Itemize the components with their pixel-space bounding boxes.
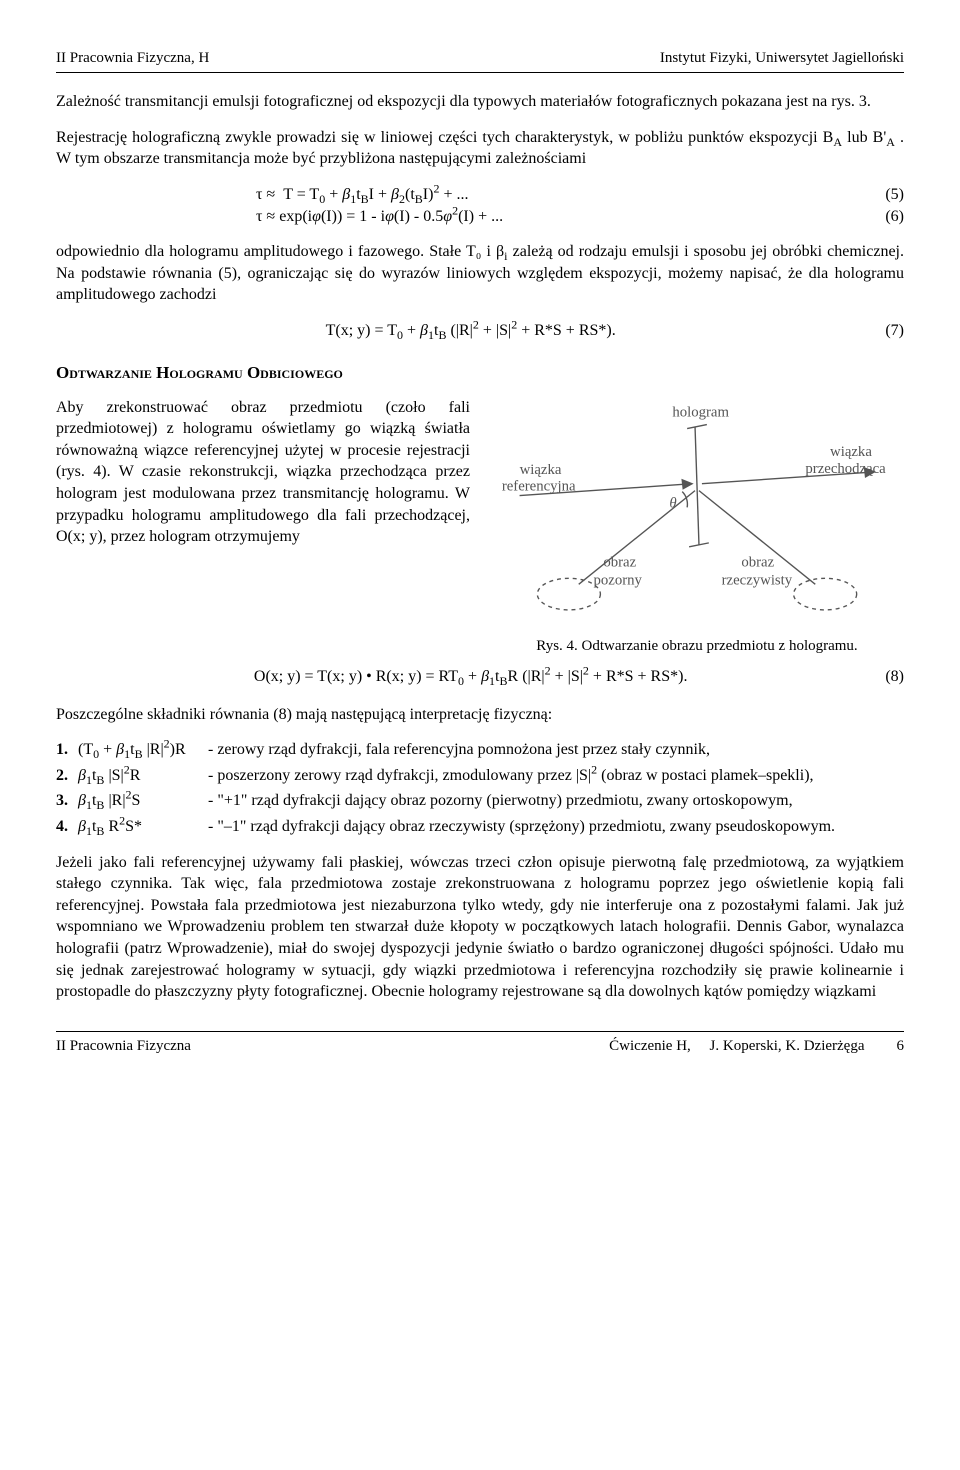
- equation-8-row: O(x; y) = T(x; y) • R(x; y) = RT0 + β1tB…: [56, 666, 904, 688]
- svg-text:hologram: hologram: [672, 404, 729, 420]
- footer-page-number: 6: [897, 1036, 905, 1056]
- interp-row-1: 1. (T0 + β1tB |R|2)R - zerowy rząd dyfra…: [56, 739, 904, 761]
- svg-text:wiązka: wiązka: [520, 461, 562, 477]
- svg-text:przechodząca: przechodząca: [805, 460, 886, 476]
- paragraph-5: Poszczególne składniki równania (8) mają…: [56, 704, 904, 726]
- page-header: II Pracownia Fizyczna, H Instytut Fizyki…: [56, 48, 904, 68]
- figure-4-caption: Rys. 4. Odtwarzanie obrazu przedmiotu z …: [490, 636, 904, 656]
- header-right: Instytut Fizyki, Uniwersytet Jagiellońsk…: [660, 48, 904, 68]
- equations-5-6: τ ≈ T = T0 + β1tBI + β2(tBI)2 + ... (5) …: [56, 184, 904, 227]
- header-left: II Pracownia Fizyczna, H: [56, 48, 209, 68]
- equation-6: τ ≈ exp(iφ(I)) = 1 - iφ(I) - 0.5φ2(I) + …: [56, 206, 503, 228]
- paragraph-6: Jeżeli jako fali referencyjnej używamy f…: [56, 852, 904, 1003]
- interp-row-2: 2. β1tB |S|2R - poszerzony zerowy rząd d…: [56, 765, 904, 787]
- equation-8-number: (8): [885, 666, 904, 688]
- svg-text:pozorny: pozorny: [594, 572, 643, 588]
- paragraph-intro: Zależność transmitancji emulsji fotograf…: [56, 91, 904, 113]
- equation-6-number: (6): [885, 206, 904, 228]
- figure-row: Aby zrekonstruować obraz przedmiotu (czo…: [56, 397, 904, 657]
- paragraph-4: Aby zrekonstruować obraz przedmiotu (czo…: [56, 397, 470, 548]
- interp-row-3: 3. β1tB |R|2S - "+1" rząd dyfrakcji dają…: [56, 790, 904, 812]
- svg-text:wiązka: wiązka: [830, 444, 872, 460]
- svg-text:obraz: obraz: [741, 554, 774, 570]
- footer-mid: Ćwiczenie H,: [609, 1038, 691, 1054]
- interp-row-4: 4. β1tB R2S* - "–1" rząd dyfrakcji dając…: [56, 816, 904, 838]
- equation-8: O(x; y) = T(x; y) • R(x; y) = RT0 + β1tB…: [254, 668, 688, 685]
- paragraph-3: odpowiednio dla hologramu amplitudowego …: [56, 241, 904, 306]
- equation-5: τ ≈ T = T0 + β1tBI + β2(tBI)2 + ...: [56, 184, 468, 206]
- footer-authors: J. Koperski, K. Dzierżęga: [710, 1038, 865, 1054]
- interpretation-list: 1. (T0 + β1tB |R|2)R - zerowy rząd dyfra…: [56, 739, 904, 837]
- page-footer: II Pracownia Fizyczna Ćwiczenie H, J. Ko…: [56, 1031, 904, 1056]
- header-rule: [56, 72, 904, 73]
- figure-4: hologram wiązka referencyjna wiązka prze…: [490, 397, 904, 657]
- svg-text:obraz: obraz: [603, 554, 636, 570]
- svg-text:θ: θ: [669, 495, 676, 511]
- figure-4-svg: hologram wiązka referencyjna wiązka prze…: [490, 397, 904, 624]
- paragraph-2: Rejestrację holograficzną zwykle prowadz…: [56, 127, 904, 170]
- equation-7: T(x; y) = T0 + β1tB (|R|2 + |S|2 + R*S +…: [326, 322, 616, 339]
- section-heading-odtwarzanie: Odtwarzanie Hologramu Odbiciowego: [56, 362, 904, 385]
- svg-text:rzeczywisty: rzeczywisty: [722, 572, 793, 588]
- equation-7-row: T(x; y) = T0 + β1tB (|R|2 + |S|2 + R*S +…: [56, 320, 904, 342]
- equation-5-number: (5): [885, 184, 904, 206]
- svg-text:referencyjna: referencyjna: [502, 478, 576, 494]
- equation-7-number: (7): [885, 320, 904, 342]
- footer-left: II Pracownia Fizyczna: [56, 1036, 191, 1056]
